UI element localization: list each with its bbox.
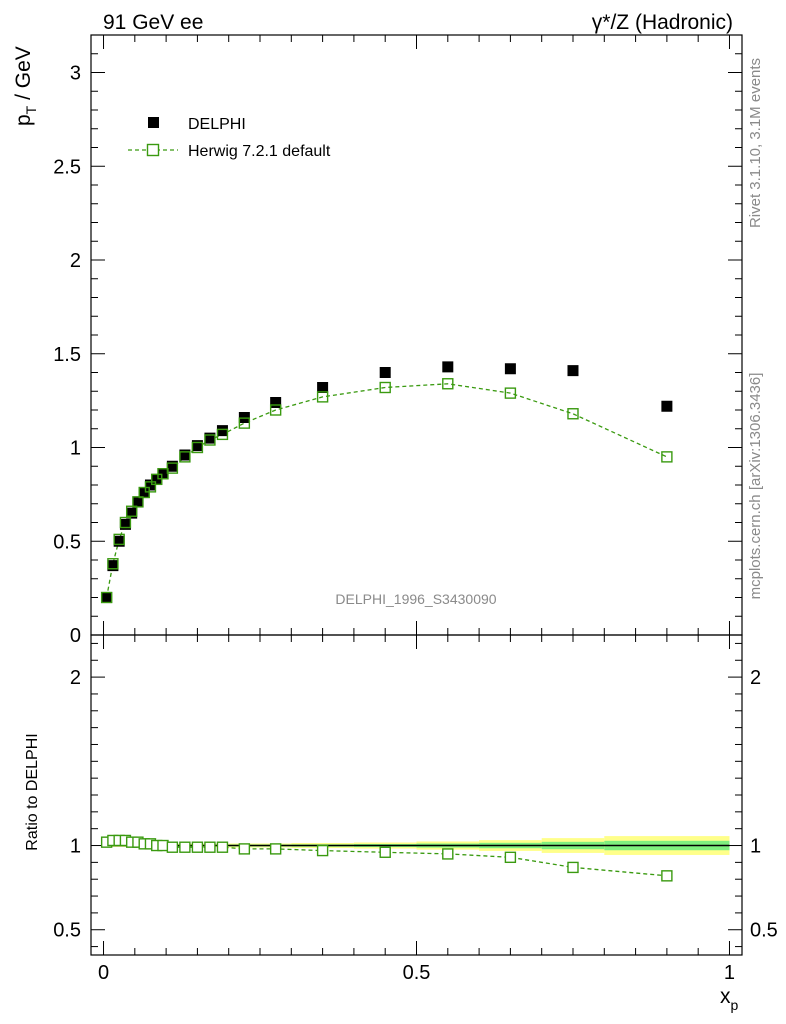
data-point-herwig [179, 451, 191, 463]
data-point-delphi [157, 468, 169, 480]
ratio-ylabel: Ratio to DELPHI [24, 733, 41, 850]
ratio-point-herwig [216, 841, 229, 853]
ratio-ticks [91, 635, 742, 955]
data-point-herwig [216, 428, 229, 441]
data-point-herwig [107, 558, 119, 570]
ratio-point-herwig [567, 861, 579, 874]
ratio-point-herwig [316, 844, 329, 857]
data-point-herwig [125, 505, 138, 517]
data-point-delphi [179, 449, 191, 461]
y-tick-label: 1.5 [53, 344, 81, 366]
data-point-herwig [132, 496, 144, 508]
data-point-herwig [113, 533, 125, 546]
data-point-delphi [270, 397, 282, 408]
ratio-y-tick-label-right: 0.5 [750, 920, 778, 942]
data-point-herwig [100, 591, 113, 604]
y-tick-label: 2.5 [53, 156, 81, 178]
ratio-frame [90, 634, 743, 956]
ratio-y-tick-labels-right: 0.5 1 2 [750, 667, 778, 942]
ratio-point-herwig [204, 841, 216, 853]
x-tick-label: 0.5 [403, 962, 431, 984]
data-point-herwig [204, 434, 216, 446]
x-axis-label: xp [720, 985, 739, 1013]
ratio-point-herwig [269, 843, 282, 855]
data-point-herwig [269, 404, 282, 416]
main-panel: 0 0.5 1 1.5 2 2.5 3 pT / GeV DELPHI Herwig 7.2… [12, 34, 743, 648]
ratio-y-tick-label: 1 [70, 836, 81, 858]
data-point-delphi [504, 363, 516, 375]
legend-delphi-marker [148, 117, 159, 128]
legend-mc-marker [146, 143, 160, 157]
data-point-herwig [166, 462, 179, 474]
data-point-herwig [442, 378, 454, 390]
data-point-delphi [107, 560, 119, 572]
ratio-point-herwig [166, 841, 179, 853]
main-ylabel: pT / GeV [12, 46, 39, 126]
data-point-delphi [661, 400, 673, 412]
data-point-delphi [442, 361, 454, 373]
x-tick-label: 1 [724, 962, 735, 984]
x-tick-label: 0 [98, 962, 109, 984]
ratio-point-herwig [442, 848, 454, 860]
y-tick-label: 1 [70, 438, 81, 460]
ratio-y-tick-label: 2 [70, 667, 81, 689]
data-point-herwig [504, 387, 517, 399]
main-points [100, 361, 673, 604]
data-point-delphi [166, 460, 178, 472]
y-tick-label: 3 [70, 63, 81, 85]
data-point-delphi [113, 535, 125, 547]
data-point-delphi [144, 479, 156, 491]
y-tick-label: 0 [70, 625, 81, 647]
header-right: γ*/Z (Hadronic) [592, 11, 733, 34]
ratio-y-tick-label-right: 2 [750, 667, 761, 689]
data-point-delphi [216, 425, 228, 437]
rivet-label: Rivet 3.1.10, 3.1M events [747, 58, 764, 228]
data-point-delphi [379, 367, 391, 378]
ratio-y-tick-labels: 0.5 1 2 [53, 667, 81, 942]
y-tick-label: 2 [70, 250, 81, 272]
ratio-point-herwig [157, 839, 169, 852]
data-point-delphi [191, 440, 203, 452]
data-point-delphi [317, 382, 329, 393]
data-point-herwig [567, 408, 579, 420]
data-point-herwig [661, 451, 673, 463]
ratio-point-herwig [238, 843, 251, 855]
ratio-point-herwig [191, 841, 204, 853]
data-point-delphi [567, 365, 579, 377]
ratio-point-herwig [504, 851, 517, 864]
legend-delphi-label: DELPHI [188, 116, 246, 133]
data-point-delphi [138, 487, 150, 498]
y-tick-label: 0.5 [53, 531, 81, 553]
data-point-herwig [191, 441, 204, 454]
ratio-y-tick-label-right: 1 [750, 836, 761, 858]
ratio-y-tick-label: 0.5 [53, 920, 81, 942]
header-left: 91 GeV ee [103, 11, 203, 34]
data-point-herwig [316, 391, 329, 403]
legend: DELPHI Herwig 7.2.1 default [128, 116, 331, 160]
data-point-delphi [204, 432, 216, 444]
ratio-point-herwig [179, 841, 191, 853]
analysis-id: DELPHI_1996_S3430090 [335, 591, 496, 607]
ratio-panel: 0.512 0.512 0 0.5 1 Ratio to DELPHI xp [24, 634, 778, 1013]
legend-mc-label: Herwig 7.2.1 default [188, 143, 331, 160]
mcplots-label: mcplots.cern.ch [arXiv:1306.3436] [747, 373, 764, 600]
data-point-herwig [238, 417, 251, 429]
ratio-point-herwig [379, 846, 391, 858]
ratio-point-herwig [661, 870, 673, 882]
data-point-herwig [379, 381, 391, 394]
data-point-delphi [101, 592, 113, 603]
data-point-delphi [132, 496, 144, 508]
data-point-delphi [151, 473, 163, 485]
data-point-delphi [126, 507, 138, 519]
main-y-tick-labels: 0 0.5 1 1.5 2 2.5 3 [53, 63, 81, 648]
x-tick-labels: 0 0.5 1 [98, 962, 735, 984]
data-point-herwig [144, 481, 157, 493]
data-point-delphi [119, 518, 131, 530]
main-ticks [91, 34, 742, 636]
data-point-herwig [119, 516, 132, 529]
ratio-points [100, 834, 673, 882]
